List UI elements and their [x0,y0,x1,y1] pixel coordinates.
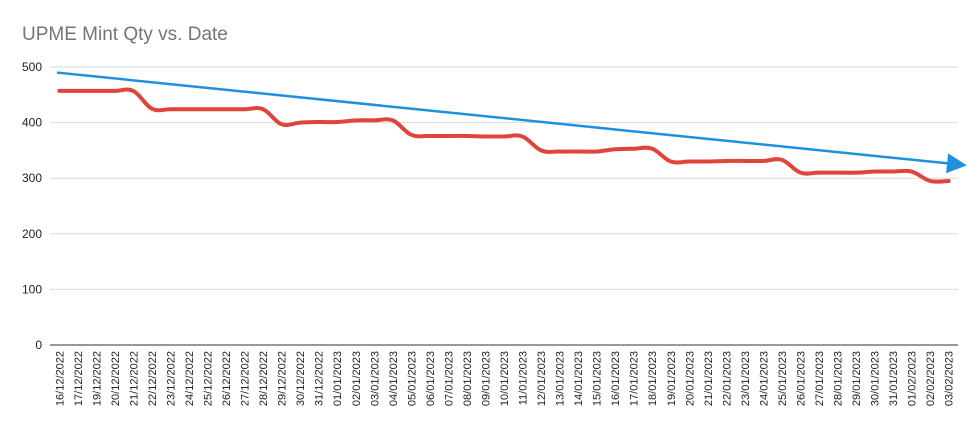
chart-title: UPME Mint Qty vs. Date [22,24,228,45]
x-tick-label: 16/12/2022 [54,351,66,406]
x-tick-label: 28/12/2022 [258,351,270,406]
x-tick-label: 05/01/2023 [406,351,418,406]
x-tick-label: 14/01/2023 [573,351,585,406]
x-tick-label: 13/01/2023 [555,351,567,406]
x-tick-label: 29/12/2022 [277,351,289,406]
x-tick-label: 07/01/2023 [443,351,455,406]
x-tick-label: 21/01/2023 [703,351,715,406]
x-tick-label: 03/02/2023 [944,351,956,406]
x-tick-label: 09/01/2023 [480,351,492,406]
x-tick-label: 11/01/2023 [518,351,530,405]
x-tick-label: 20/12/2022 [110,351,122,406]
series-layer [57,87,951,184]
x-tick-label: 03/01/2023 [369,351,381,406]
x-tick-label: 24/01/2023 [758,351,770,406]
x-tick-label: 21/12/2022 [128,351,140,406]
x-tick-label: 22/01/2023 [721,351,733,406]
y-tick-label: 400 [22,116,42,130]
x-tick-label: 15/01/2023 [592,351,604,406]
x-tick-label: 10/01/2023 [499,351,511,406]
trend-arrow [56,71,967,174]
x-tick-label: 22/12/2022 [147,351,159,406]
x-tick-label: 01/02/2023 [907,351,919,406]
y-tick-label: 300 [22,171,42,185]
x-tick-label: 25/12/2022 [203,351,215,406]
x-tick-label: 24/12/2022 [184,351,196,406]
y-tick-label: 500 [22,60,42,74]
x-tick-label: 17/01/2023 [629,351,641,406]
gridlines [50,66,958,346]
x-tick-label: 30/12/2022 [295,351,307,406]
x-tick-label: 02/01/2023 [351,351,363,406]
x-tick-label: 30/01/2023 [870,351,882,406]
x-tick-label: 04/01/2023 [388,351,400,406]
x-tick-label: 27/12/2022 [240,351,252,406]
x-tick-label: 16/01/2023 [610,351,622,406]
x-tick-label: 28/01/2023 [833,351,845,406]
y-axis-ticks: 0 100 200 300 400 500 [22,60,42,352]
x-tick-label: 18/01/2023 [647,351,659,406]
x-tick-label: 23/12/2022 [165,351,177,406]
series-line [57,87,951,184]
y-tick-label: 0 [35,338,42,352]
x-tick-label: 12/01/2023 [536,351,548,406]
x-tick-label: 26/01/2023 [795,351,807,406]
x-tick-label: 08/01/2023 [462,351,474,406]
x-tick-label: 19/12/2022 [91,351,103,406]
x-tick-label: 29/01/2023 [851,351,863,406]
x-tick-label: 17/12/2022 [73,351,85,406]
x-axis-ticks: 16/12/2022 17/12/2022 19/12/2022 20/12/2022… [54,351,955,406]
trendline-layer [56,71,967,174]
x-tick-label: 31/01/2023 [888,351,900,406]
x-tick-label: 31/12/2022 [314,351,326,406]
x-tick-label: 19/01/2023 [666,351,678,406]
x-tick-label: 01/01/2023 [332,351,344,406]
x-tick-label: 20/01/2023 [684,351,696,406]
x-tick-label: 26/12/2022 [221,351,233,406]
x-tick-label: 25/01/2023 [777,351,789,406]
x-tick-label: 02/02/2023 [925,351,937,406]
y-tick-label: 200 [22,227,42,241]
x-tick-label: 23/01/2023 [740,351,752,406]
x-tick-label: 27/01/2023 [814,351,826,406]
x-tick-label: 06/01/2023 [425,351,437,406]
y-tick-label: 100 [22,282,42,296]
